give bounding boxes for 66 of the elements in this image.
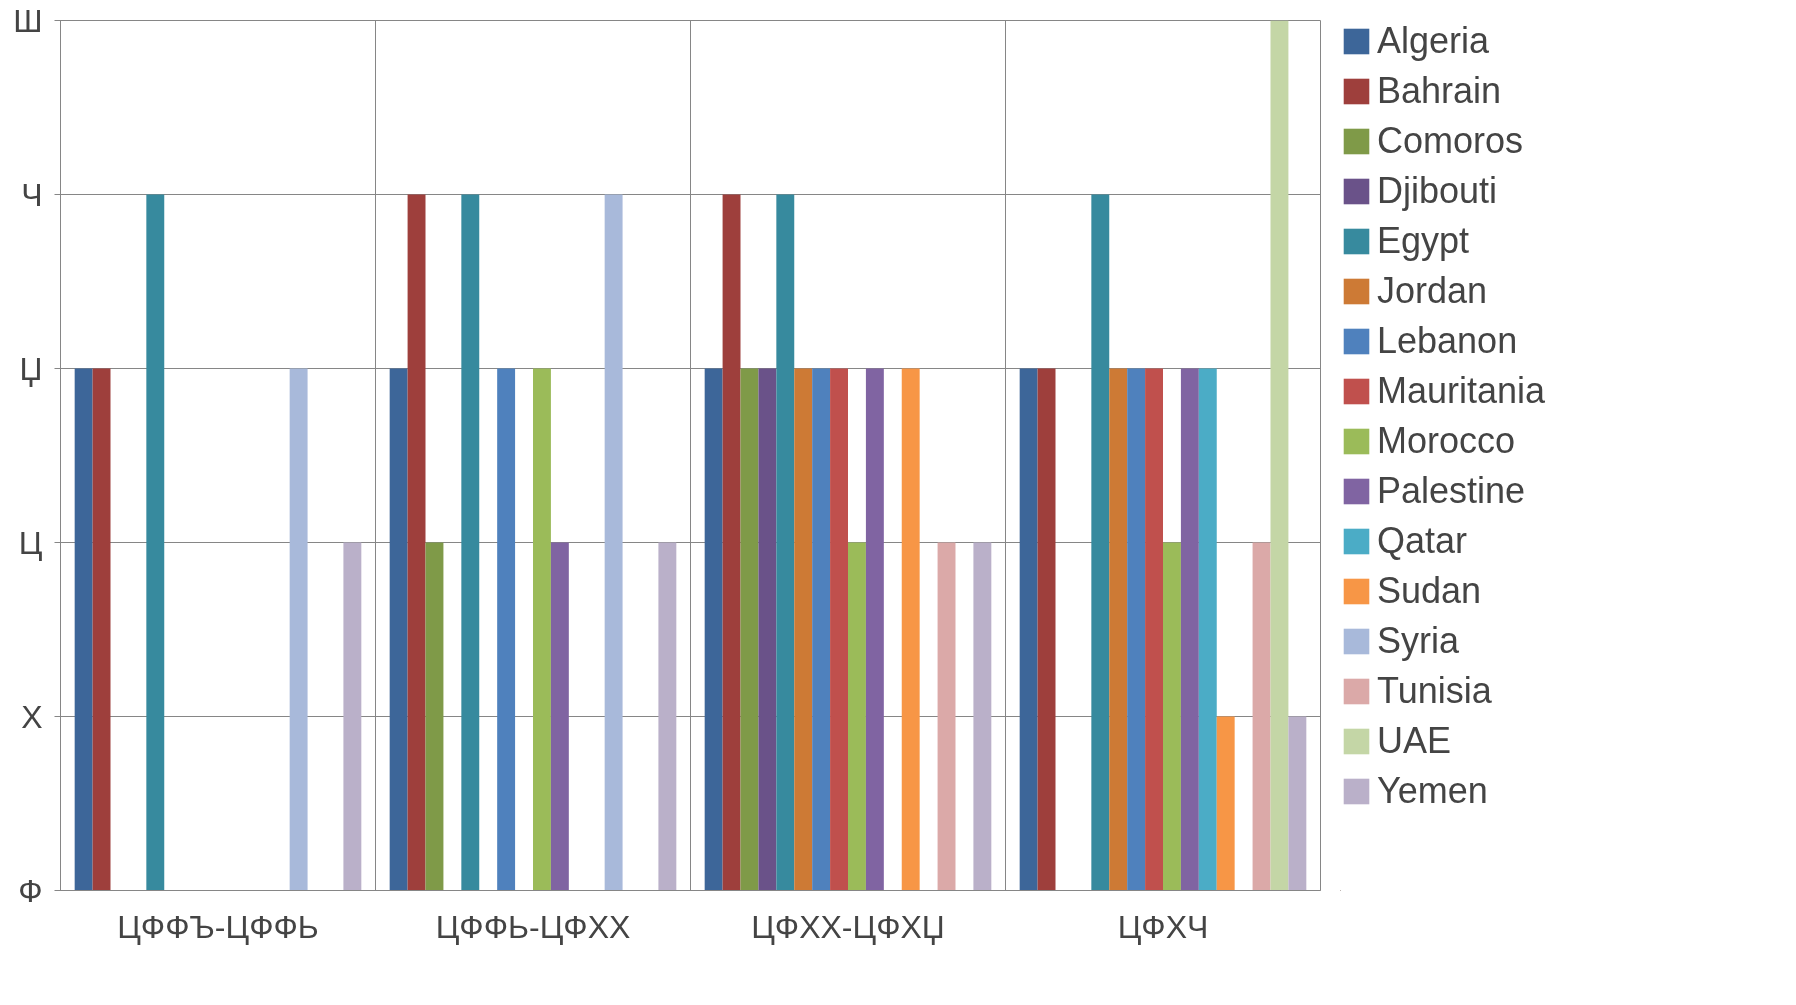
legend-label: Comoros [1377, 120, 1524, 162]
legend-label: Tunisia [1377, 670, 1492, 712]
bar [1252, 542, 1271, 891]
legend-label: Palestine [1377, 470, 1526, 512]
bar [1019, 368, 1038, 891]
bar [407, 194, 426, 891]
bar [497, 368, 516, 891]
bar [704, 368, 723, 891]
text: Џ [19, 350, 43, 387]
bar [74, 368, 93, 891]
bar [1288, 716, 1307, 891]
legend-label: Egypt [1377, 220, 1470, 262]
bar [937, 542, 956, 891]
text: Ф [18, 872, 43, 909]
bar [776, 194, 795, 891]
bar [794, 368, 813, 891]
bar [848, 542, 866, 891]
bar [1127, 368, 1146, 891]
bar [901, 368, 920, 891]
x-tick-label: ЦФФЬ-ЦФХХ [435, 908, 631, 945]
x-tick-label: ЦФХХ-ЦФХЏ [751, 908, 945, 945]
legend-label: Jordan [1377, 270, 1488, 312]
legend-label: Sudan [1377, 570, 1482, 612]
legend-label: Syria [1377, 620, 1460, 662]
text: Ц [18, 524, 43, 561]
bar [146, 194, 165, 891]
legend-label: Lebanon [1377, 320, 1518, 362]
bar [973, 542, 992, 891]
bar [830, 368, 848, 891]
bar [461, 194, 480, 891]
legend-label: Morocco [1377, 420, 1516, 462]
legend-label: Qatar [1377, 520, 1468, 562]
bar [722, 194, 741, 891]
bar [604, 194, 623, 891]
bar [289, 368, 308, 891]
bar [533, 368, 551, 891]
legend-label: Yemen [1377, 770, 1488, 812]
bar [865, 368, 884, 891]
legend-label: UAE [1377, 720, 1452, 762]
text: Х [21, 698, 43, 735]
bar [1216, 716, 1235, 891]
legend-label: Bahrain [1377, 70, 1502, 112]
bar [658, 542, 677, 891]
bar [1037, 368, 1056, 891]
bar [343, 542, 362, 891]
bar [758, 368, 777, 891]
legend-label: Djibouti [1377, 170, 1498, 212]
bar [1198, 368, 1217, 891]
bar [1163, 542, 1181, 891]
bar [740, 368, 759, 891]
legend-label: Mauritania [1377, 370, 1546, 412]
x-tick-label: ЦФХЧ [1117, 908, 1209, 945]
text: Ч [21, 176, 43, 213]
bar [1180, 368, 1199, 891]
bar [1091, 194, 1110, 891]
x-tick-label: ЦФФЪ-ЦФФЬ [117, 908, 319, 945]
bar [1145, 368, 1163, 891]
bar [425, 542, 444, 891]
bar [1109, 368, 1128, 891]
bar [812, 368, 831, 891]
text: Ш [13, 2, 43, 39]
bar [389, 368, 408, 891]
bar [1270, 20, 1289, 891]
bar [550, 542, 569, 891]
legend-label: Algeria [1377, 20, 1490, 62]
bar [92, 368, 111, 891]
